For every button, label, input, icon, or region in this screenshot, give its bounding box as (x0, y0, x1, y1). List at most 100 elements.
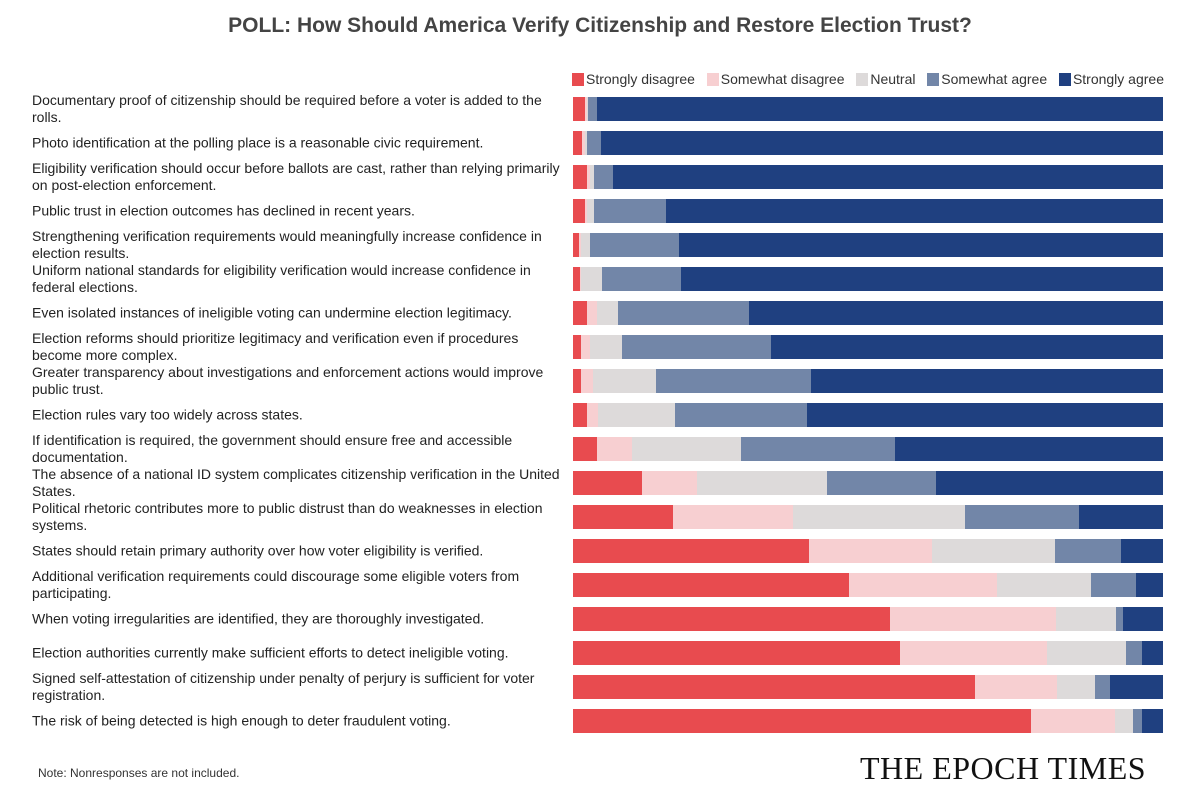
legend-item: Strongly disagree (572, 71, 695, 87)
bar-segment-strongly-agree (1120, 539, 1163, 563)
bar-segment-strongly-agree (612, 165, 1163, 189)
bar-segment-strongly-disagree (573, 165, 587, 189)
stacked-bar (573, 131, 1163, 155)
stacked-bar (573, 437, 1163, 461)
stacked-bar (573, 267, 1163, 291)
publisher-logo: THE EPOCH TIMES (860, 750, 1147, 786)
category-label: When voting irregularities are identifie… (32, 610, 485, 627)
bar-segment-neutral (631, 437, 741, 461)
bar-segment-neutral (589, 335, 622, 359)
bar-segment-strongly-agree (1110, 675, 1163, 699)
bar-segment-strongly-agree (678, 233, 1163, 257)
bar-segment-neutral (586, 199, 594, 223)
bar-segment-somewhat-agree (618, 301, 749, 325)
bar-segment-neutral (584, 131, 588, 155)
bar-segment-neutral (597, 403, 676, 427)
category-label: Additional verification requirements cou… (32, 568, 520, 601)
bar-segment-strongly-disagree (573, 437, 598, 461)
category-label: Photo identification at the polling plac… (32, 134, 484, 151)
bar-segment-strongly-agree (1078, 505, 1163, 529)
bar-segment-strongly-disagree (573, 199, 585, 223)
bar-segment-somewhat-agree (588, 97, 597, 121)
category-label: States should retain primary authority o… (32, 542, 484, 559)
bar-segment-strongly-agree (895, 437, 1163, 461)
legend-item: Strongly agree (1058, 71, 1164, 87)
bar-segment-somewhat-agree (602, 267, 681, 291)
bar-segment-somewhat-disagree (642, 471, 698, 495)
bar-segment-strongly-disagree (573, 233, 580, 257)
legend-swatch (572, 72, 584, 86)
bar-segment-somewhat-agree (1090, 573, 1137, 597)
bar-segment-strongly-agree (1136, 573, 1163, 597)
bar-segment-somewhat-agree (621, 335, 772, 359)
category-label: Election reforms should prioritize legit… (32, 330, 519, 363)
bar-segment-strongly-agree (806, 403, 1163, 427)
stacked-bar (573, 301, 1163, 325)
legend-swatch (706, 72, 719, 86)
bar-segment-neutral (1057, 675, 1096, 699)
stacked-bar (573, 607, 1163, 631)
bar-segment-strongly-disagree (573, 641, 901, 665)
stacked-bar (573, 573, 1163, 597)
stacked-bar (573, 709, 1163, 733)
bar-segment-strongly-disagree (573, 267, 581, 291)
bar-segment-somewhat-agree (593, 165, 613, 189)
legend-swatch (1058, 72, 1071, 86)
bar-row: The risk of being detected is high enoug… (0, 704, 1200, 738)
bar-row: Photo identification at the polling plac… (0, 126, 1200, 160)
bar-segment-somewhat-disagree (587, 301, 598, 325)
bar-segment-somewhat-agree (593, 199, 667, 223)
category-label: Strengthening verification requirements … (32, 228, 542, 261)
legend-label: Strongly agree (1072, 71, 1164, 87)
legend-label: Strongly disagree (586, 71, 695, 87)
bar-segment-somewhat-agree (1115, 607, 1124, 631)
bar-segment-neutral (1055, 607, 1116, 631)
bar-segment-neutral (1115, 709, 1133, 733)
stacked-bar (573, 233, 1163, 257)
bar-segment-strongly-disagree (573, 539, 809, 563)
stacked-bar (573, 505, 1163, 529)
bar-segment-somewhat-disagree (890, 607, 1056, 631)
bar-row: Greater transparency about investigation… (0, 364, 1200, 398)
stacked-bar (573, 369, 1163, 393)
legend-item: Neutral (856, 71, 915, 87)
bar-segment-strongly-disagree (573, 335, 581, 359)
bar-segment-strongly-disagree (573, 607, 891, 631)
legend-item: Somewhat agree (927, 71, 1047, 87)
legend-swatch (856, 72, 869, 86)
stacked-bar (573, 675, 1163, 699)
bar-segment-strongly-disagree (573, 505, 673, 529)
bar-row: Eligibility verification should occur be… (0, 160, 1200, 194)
legend-label: Somewhat agree (941, 71, 1048, 87)
category-label: Even isolated instances of ineligible vo… (32, 304, 512, 321)
bar-segment-somewhat-disagree (848, 573, 998, 597)
bar-segment-strongly-agree (666, 199, 1163, 223)
bar-segment-strongly-agree (596, 97, 1163, 121)
bar-segment-somewhat-agree (656, 369, 812, 393)
bar-segment-neutral (580, 233, 591, 257)
bar-segment-strongly-disagree (573, 675, 976, 699)
bar-segment-strongly-agree (1142, 709, 1163, 733)
legend: Strongly disagree Somewhat disagree Neutra… (572, 71, 1164, 87)
bar-segment-somewhat-disagree (584, 199, 587, 223)
bar-segment-strongly-agree (1123, 607, 1163, 631)
bar-segment-strongly-agree (771, 335, 1163, 359)
bar-row: Strengthening verification requirements … (0, 228, 1200, 262)
bar-row: Documentary proof of citizenship should … (0, 92, 1200, 126)
bar-segment-strongly-disagree (573, 97, 585, 121)
bar-segment-somewhat-disagree (582, 131, 585, 155)
bar-row: States should retain primary authority o… (0, 534, 1200, 568)
bar-row: Political rhetoric contributes more to p… (0, 500, 1200, 534)
bar-segment-strongly-agree (1142, 641, 1163, 665)
stacked-bar (573, 641, 1163, 665)
bar-segment-somewhat-agree (1095, 675, 1111, 699)
category-label: Eligibility verification should occur be… (32, 160, 560, 193)
bar-segment-neutral (593, 369, 657, 393)
stacked-bar (573, 403, 1163, 427)
bar-segment-somewhat-agree (590, 233, 679, 257)
bar-segment-somewhat-agree (965, 505, 1079, 529)
bar-rows: Documentary proof of citizenship should … (0, 92, 1200, 738)
category-label: Uniform national standards for eligibili… (32, 262, 531, 295)
bar-segment-strongly-disagree (573, 709, 1032, 733)
